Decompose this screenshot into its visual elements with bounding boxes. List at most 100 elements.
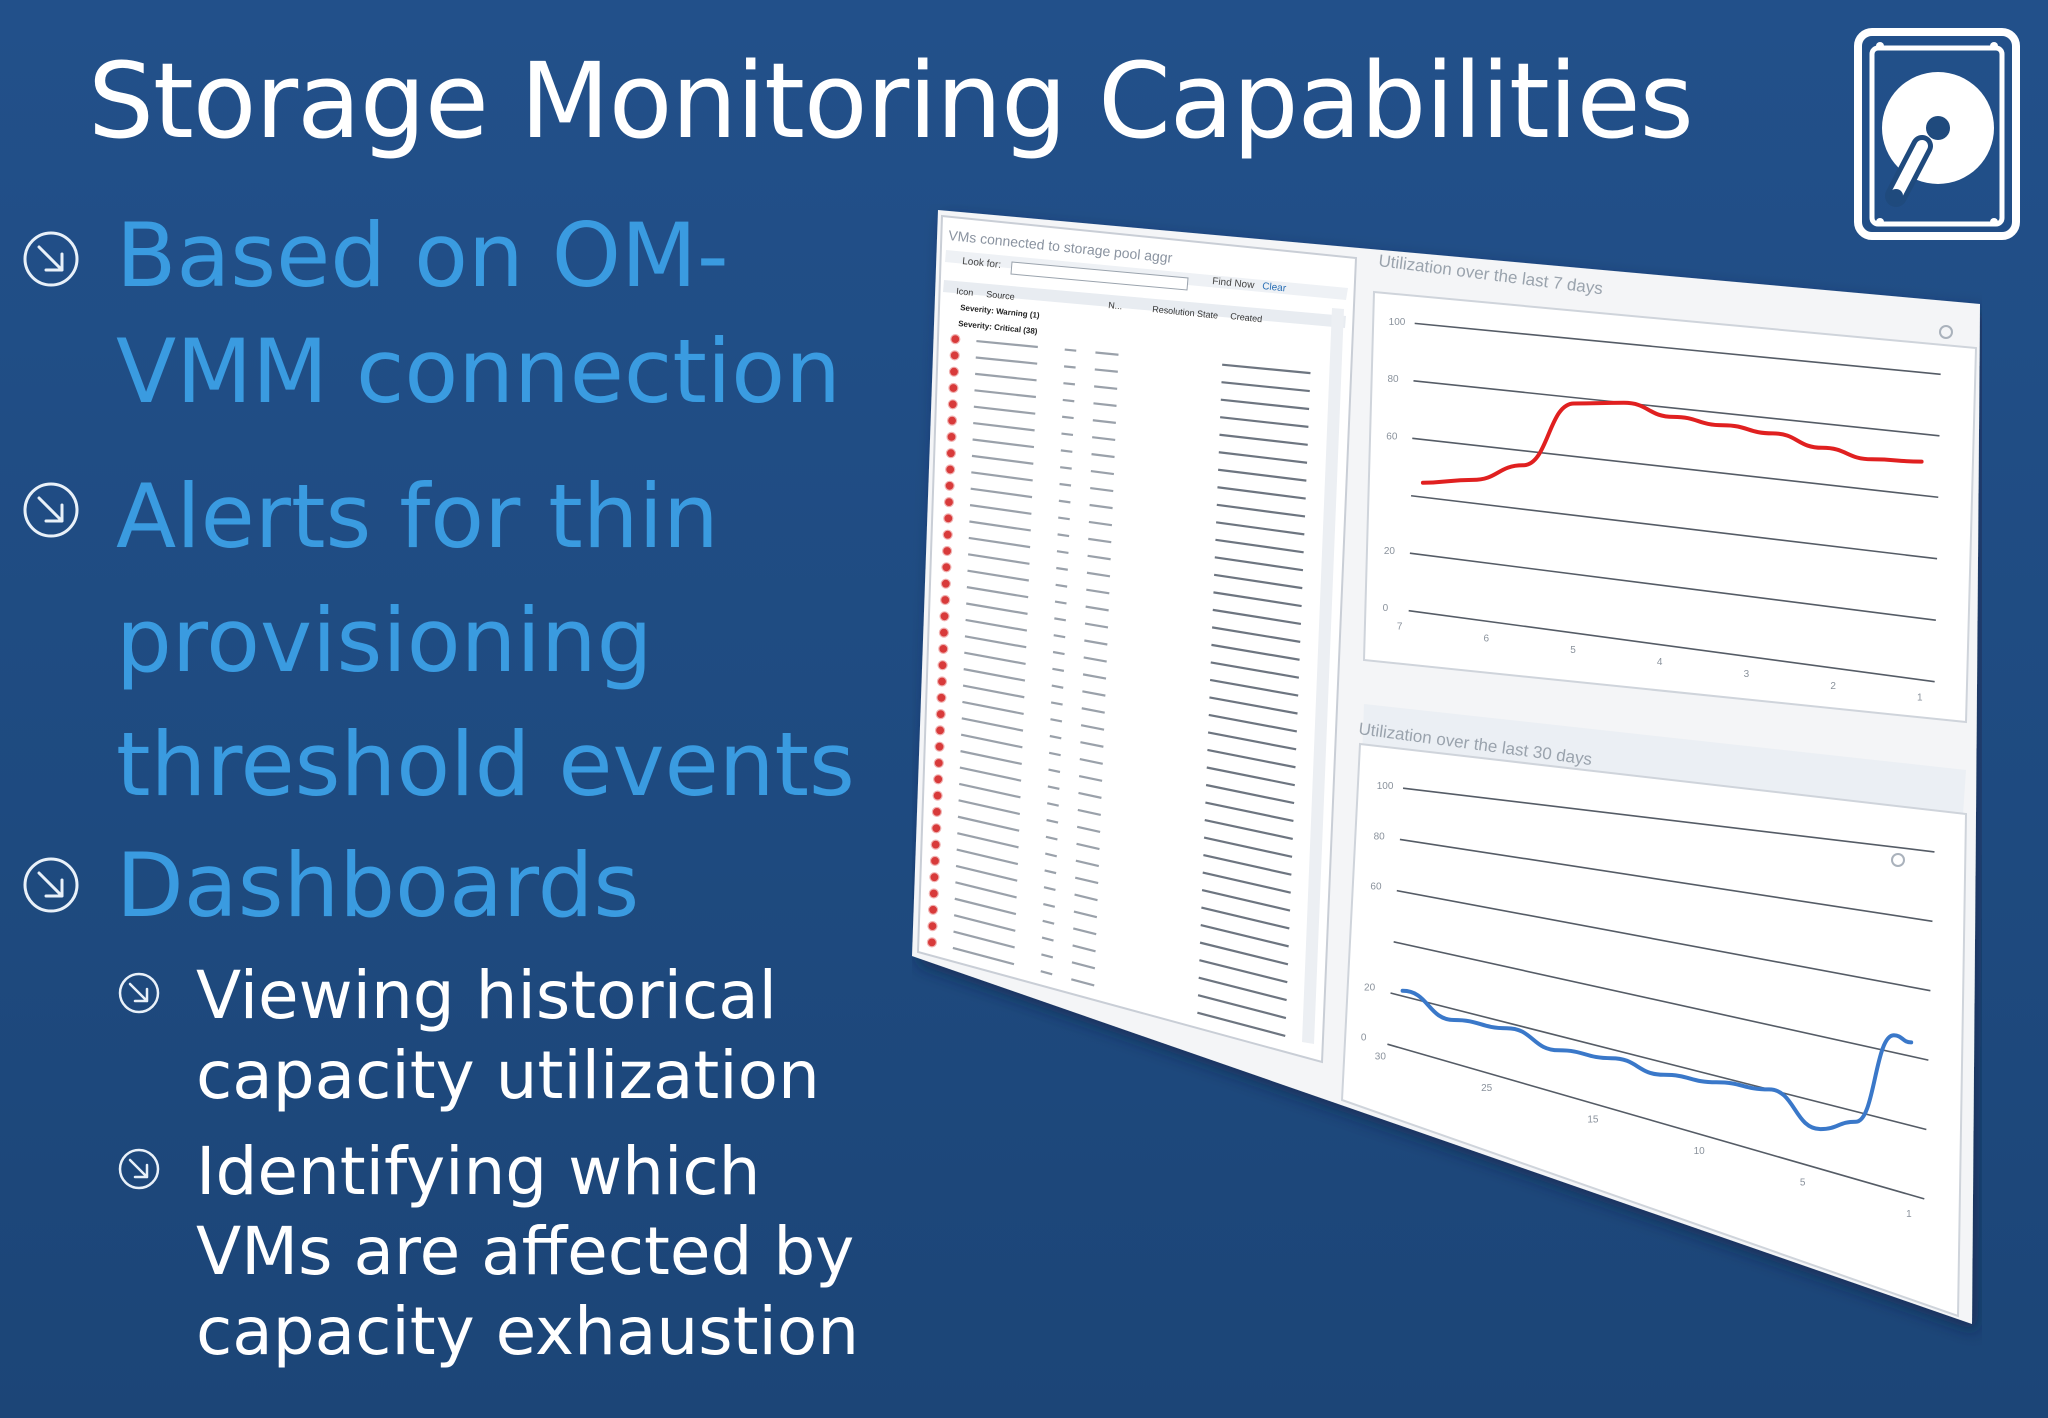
bullet-1-line: Based on OM- bbox=[116, 204, 729, 307]
alert-name-text bbox=[1063, 365, 1076, 369]
critical-alert-icon[interactable] bbox=[935, 709, 946, 720]
alert-state-text bbox=[1082, 690, 1106, 697]
x-tick-label: 1 bbox=[1906, 1209, 1912, 1220]
critical-alert-icon[interactable] bbox=[930, 839, 941, 850]
critical-alert-icon[interactable] bbox=[940, 594, 951, 606]
alert-name-text bbox=[1050, 718, 1063, 723]
look-for-input[interactable] bbox=[1010, 261, 1189, 291]
gridline bbox=[1412, 437, 1939, 499]
critical-alert-icon[interactable] bbox=[938, 627, 949, 638]
alert-created-text bbox=[1207, 748, 1296, 769]
critical-alert-icon[interactable] bbox=[940, 578, 951, 589]
alert-created-text bbox=[1220, 416, 1309, 428]
critical-alert-icon[interactable] bbox=[931, 823, 942, 834]
alert-created-text bbox=[1213, 591, 1302, 608]
alert-state-text bbox=[1084, 622, 1109, 629]
look-for-label: Look for: bbox=[962, 256, 1002, 271]
critical-alert-icon[interactable] bbox=[929, 872, 940, 883]
alert-source-text bbox=[953, 930, 1015, 949]
refresh-icon[interactable] bbox=[1939, 325, 1953, 339]
x-tick-label: 1 bbox=[1917, 693, 1923, 704]
critical-alert-icon[interactable] bbox=[935, 725, 946, 736]
alert-name-text bbox=[1053, 634, 1066, 639]
alert-source-text bbox=[967, 553, 1030, 565]
gridline bbox=[1408, 609, 1935, 683]
alert-created-text bbox=[1214, 556, 1304, 572]
alert-name-text bbox=[1060, 466, 1072, 470]
critical-alert-icon[interactable] bbox=[941, 545, 953, 557]
alert-state-text bbox=[1082, 673, 1107, 680]
critical-alert-icon[interactable] bbox=[933, 774, 944, 785]
y-tick-label: 60 bbox=[1370, 882, 1382, 893]
critical-alert-icon[interactable] bbox=[943, 513, 954, 524]
gridline bbox=[1402, 787, 1935, 853]
alert-created-text bbox=[1203, 853, 1292, 876]
alert-source-text bbox=[960, 750, 1022, 766]
critical-alert-icon[interactable] bbox=[929, 855, 941, 867]
critical-alert-icon[interactable] bbox=[936, 692, 947, 703]
critical-alert-icon[interactable] bbox=[945, 448, 957, 459]
critical-alert-icon[interactable] bbox=[928, 904, 939, 915]
column-source[interactable]: Source bbox=[986, 289, 1015, 302]
y-tick-label: 20 bbox=[1364, 982, 1376, 993]
critical-alert-icon[interactable] bbox=[949, 350, 960, 361]
refresh-icon[interactable] bbox=[1891, 853, 1905, 867]
critical-alert-icon[interactable] bbox=[941, 562, 952, 573]
alert-name-text bbox=[1040, 970, 1053, 976]
sub-bullet-2-line: capacity exhaustion bbox=[196, 1293, 860, 1370]
critical-alert-icon[interactable] bbox=[942, 529, 953, 540]
alert-state-text bbox=[1075, 859, 1100, 868]
critical-alert-icon[interactable] bbox=[943, 497, 955, 508]
critical-alert-icon[interactable] bbox=[933, 757, 944, 769]
alert-state-text bbox=[1072, 944, 1096, 953]
alert-created-text bbox=[1209, 678, 1299, 697]
console-screenshot-canvas: VMs connected to storage pool aggr Look … bbox=[912, 210, 1980, 1324]
hard-drive-icon bbox=[1854, 28, 2020, 240]
critical-alert-icon[interactable] bbox=[946, 431, 957, 442]
alert-name-text bbox=[1052, 650, 1065, 656]
bullet-2-text: Alerts for thin provisioning threshold e… bbox=[116, 455, 855, 827]
alert-state-text bbox=[1077, 808, 1102, 817]
y-tick-label: 0 bbox=[1383, 603, 1389, 614]
gridline bbox=[1396, 889, 1931, 992]
alert-name-text bbox=[1046, 818, 1059, 824]
critical-alert-icon[interactable] bbox=[934, 741, 945, 752]
sub-bullet-2-line: VMs are affected by bbox=[196, 1213, 855, 1290]
alert-source-text bbox=[975, 372, 1037, 382]
x-tick-label: 30 bbox=[1375, 1052, 1387, 1063]
chart-30-days-panel: Utilization over the last 30 days 100806… bbox=[1340, 704, 1968, 1318]
critical-alert-icon[interactable] bbox=[945, 464, 956, 475]
alert-source-text bbox=[970, 487, 1033, 499]
critical-alert-icon[interactable] bbox=[950, 334, 961, 345]
find-now-button[interactable]: Find Now bbox=[1212, 276, 1256, 291]
critical-alert-icon[interactable] bbox=[936, 676, 948, 687]
column-name[interactable]: N... bbox=[1108, 300, 1123, 311]
alert-name-text bbox=[1051, 684, 1064, 689]
critical-alert-icon[interactable] bbox=[946, 415, 958, 426]
x-tick-label: 5 bbox=[1800, 1178, 1806, 1189]
alerts-scrollbar[interactable] bbox=[1302, 308, 1344, 1044]
critical-alert-icon[interactable] bbox=[927, 920, 938, 932]
critical-alert-icon[interactable] bbox=[948, 382, 959, 394]
alert-created-text bbox=[1201, 889, 1291, 912]
gridline bbox=[1387, 1043, 1925, 1200]
alert-state-text bbox=[1092, 436, 1116, 442]
critical-alert-icon[interactable] bbox=[939, 611, 950, 622]
critical-alert-icon[interactable] bbox=[931, 806, 942, 818]
bullet-1-line: VMM connection bbox=[116, 320, 841, 423]
critical-alert-icon[interactable] bbox=[938, 643, 949, 654]
alert-source-text bbox=[969, 504, 1032, 515]
clear-button[interactable]: Clear bbox=[1262, 281, 1288, 294]
critical-alert-icon[interactable] bbox=[947, 399, 958, 410]
critical-alert-icon[interactable] bbox=[937, 660, 948, 671]
bullet-1: Based on OM- VMM connection bbox=[20, 198, 841, 430]
alert-created-text bbox=[1203, 836, 1293, 858]
critical-alert-icon[interactable] bbox=[944, 480, 955, 491]
column-created[interactable]: Created bbox=[1230, 311, 1263, 324]
critical-alert-icon[interactable] bbox=[932, 790, 943, 801]
alert-name-text bbox=[1061, 415, 1074, 420]
critical-alert-icon[interactable] bbox=[928, 888, 939, 899]
critical-alert-icon[interactable] bbox=[948, 366, 960, 377]
critical-alert-icon[interactable] bbox=[926, 937, 937, 948]
column-icon[interactable]: Icon bbox=[956, 286, 974, 298]
